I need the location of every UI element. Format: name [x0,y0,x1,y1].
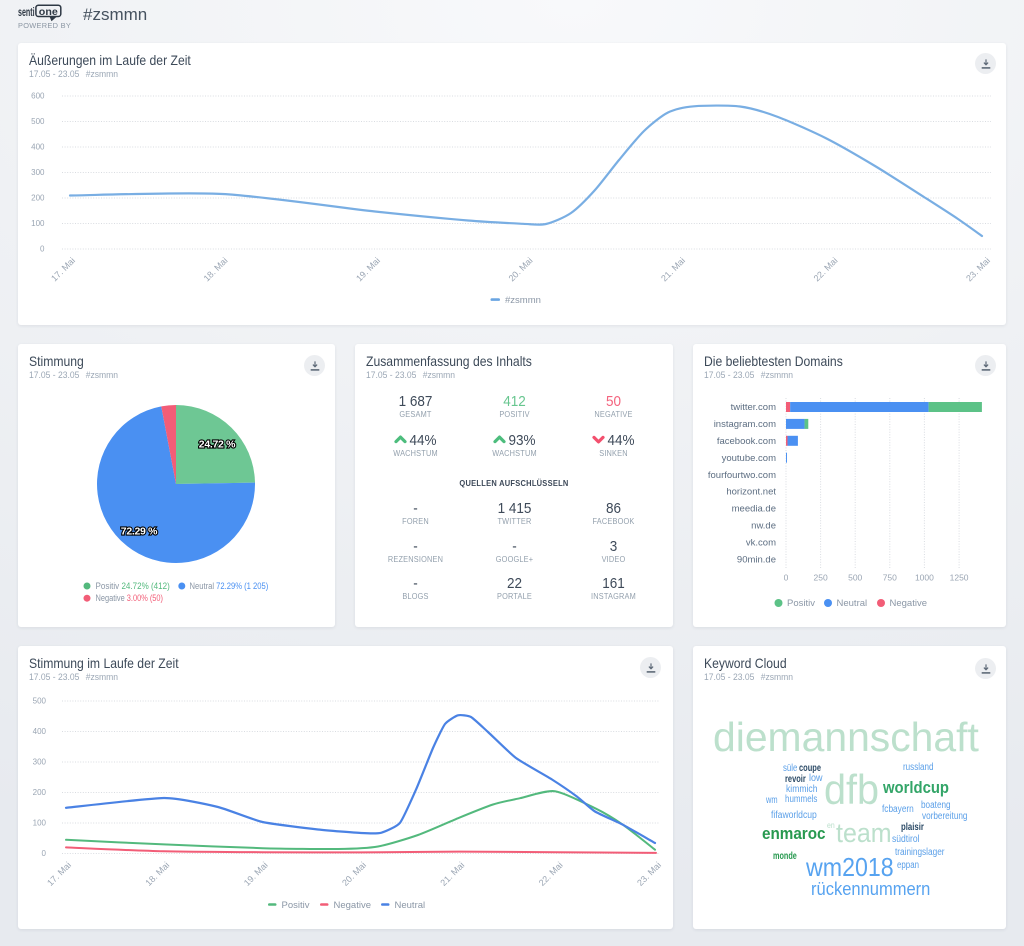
svg-text:400: 400 [31,143,45,152]
svg-text:0: 0 [784,573,789,583]
svg-text:200: 200 [31,194,45,203]
svg-text:300: 300 [31,168,45,177]
svg-text:Positiv: Positiv [787,598,815,609]
svg-text:horizont.net: horizont.net [726,487,776,498]
svg-text:250: 250 [814,573,828,583]
svg-text:17. Mai: 17. Mai [49,255,77,283]
svg-text:22. Mai: 22. Mai [812,255,840,283]
svg-text:100: 100 [31,219,45,228]
svg-text:facebook.com: facebook.com [717,436,776,447]
svg-text:meedia.de: meedia.de [732,504,776,515]
svg-text:21. Mai: 21. Mai [438,860,466,888]
svg-text:Positiv: Positiv [282,900,310,911]
svg-text:Negative 3.00% (50): Negative 3.00% (50) [96,593,164,603]
svg-text:18. Mai: 18. Mai [143,860,171,888]
svg-text:Positiv 24.72% (412): Positiv 24.72% (412) [96,581,170,591]
svg-text:23. Mai: 23. Mai [635,860,663,888]
svg-text:0: 0 [40,245,45,254]
svg-text:90min.de: 90min.de [737,554,776,565]
svg-text:24.72 %: 24.72 % [199,439,236,451]
svg-text:20. Mai: 20. Mai [340,860,368,888]
svg-text:Neutral 72.29% (1 205): Neutral 72.29% (1 205) [190,581,269,591]
svg-text:23. Mai: 23. Mai [964,255,992,283]
svg-text:nw.de: nw.de [751,521,776,532]
svg-text:Neutral: Neutral [395,900,426,911]
svg-text:21. Mai: 21. Mai [659,255,687,283]
svg-text:300: 300 [33,758,47,767]
svg-text:0: 0 [42,849,47,858]
svg-text:200: 200 [33,788,47,797]
svg-text:22. Mai: 22. Mai [537,860,565,888]
svg-text:500: 500 [33,697,47,706]
svg-text:750: 750 [883,573,897,583]
svg-text:one: one [39,6,58,18]
svg-text:youtube.com: youtube.com [722,453,776,464]
svg-text:fourfourtwo.com: fourfourtwo.com [708,470,776,481]
svg-text:500: 500 [848,573,862,583]
svg-text:17. Mai: 17. Mai [45,860,73,888]
svg-text:18. Mai: 18. Mai [202,255,230,283]
svg-text:#zsmmn: #zsmmn [505,295,541,306]
svg-text:instagram.com: instagram.com [714,419,776,430]
svg-text:1000: 1000 [915,573,934,583]
svg-text:senti: senti [18,7,35,20]
svg-text:vk.com: vk.com [746,537,776,548]
svg-text:19. Mai: 19. Mai [354,255,382,283]
svg-text:1250: 1250 [950,573,969,583]
svg-text:72.29 %: 72.29 % [121,526,158,538]
svg-text:600: 600 [31,92,45,101]
svg-text:twitter.com: twitter.com [731,402,776,413]
svg-text:500: 500 [31,117,45,126]
svg-text:100: 100 [33,819,47,828]
svg-text:19. Mai: 19. Mai [242,860,270,888]
svg-text:Negative: Negative [334,900,372,911]
svg-text:Negative: Negative [890,598,928,609]
svg-text:20. Mai: 20. Mai [507,255,535,283]
svg-text:400: 400 [33,727,47,736]
svg-text:Neutral: Neutral [837,598,868,609]
